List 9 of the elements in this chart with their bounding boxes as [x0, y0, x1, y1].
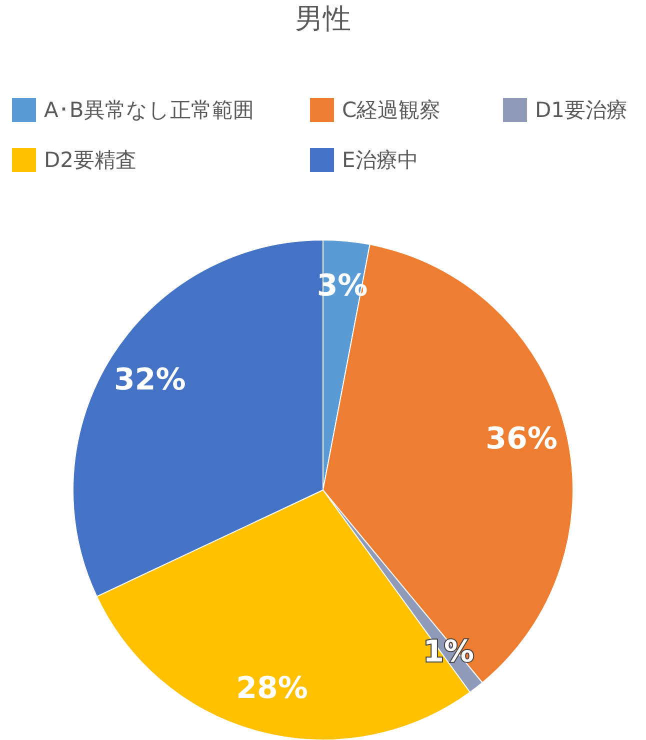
data-label: 36% [486, 422, 558, 457]
legend-label: D2要精査 [44, 148, 137, 172]
legend-label: C経過観察 [342, 98, 441, 122]
data-label: 28% [236, 671, 308, 706]
chart-title: 男性 [295, 2, 351, 35]
legend-label: D1要治療 [535, 98, 628, 122]
legend-label: A･B異常なし正常範囲 [44, 98, 254, 122]
legend-label: E治療中 [342, 148, 418, 172]
data-label: 32% [114, 362, 186, 398]
